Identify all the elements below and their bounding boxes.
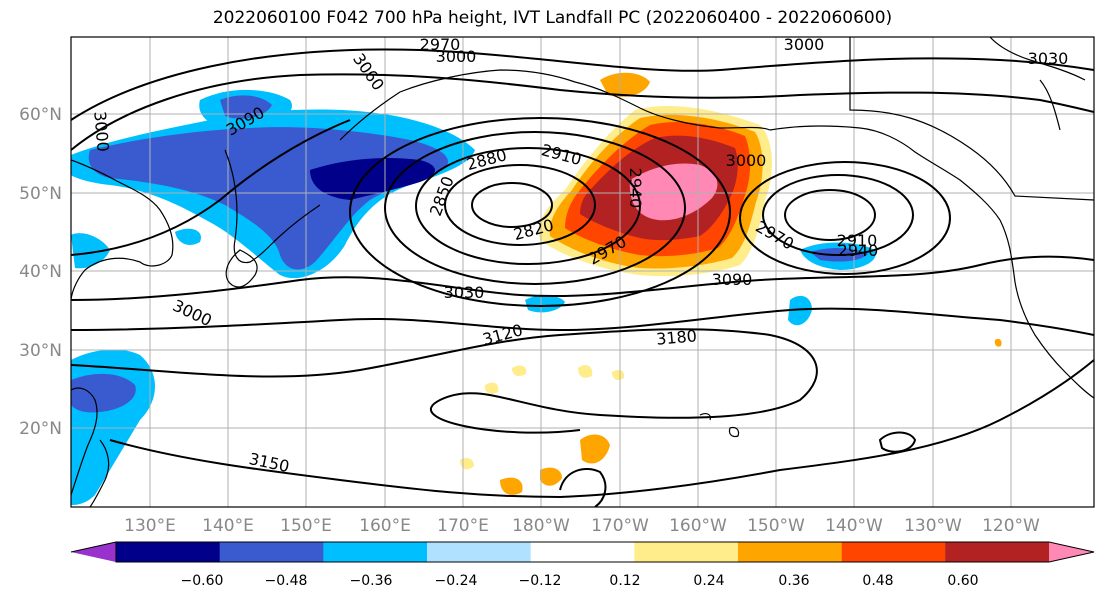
colorbar-segments xyxy=(71,542,1094,562)
lat-label-20n: 20°N xyxy=(19,419,62,439)
lat-label-30n: 30°N xyxy=(19,341,62,361)
colorbar-segment xyxy=(945,542,1050,562)
ivt-negative-shading xyxy=(71,89,876,505)
contour-label: 2970 xyxy=(420,35,461,54)
colorbar-segment xyxy=(116,542,221,562)
colorbar-outline xyxy=(70,541,1095,563)
height-contours xyxy=(71,48,1094,507)
colorbar-tick-label: −0.48 xyxy=(265,573,308,589)
map-gridlines xyxy=(71,37,1094,507)
contour-label: 3000 xyxy=(726,151,767,170)
lon-label-170e: 170°E xyxy=(437,516,489,536)
colorbar-segment xyxy=(841,542,946,562)
colorbar-segment xyxy=(219,542,324,562)
longitude-axis: 130°E 140°E 150°E 160°E 170°E 180°W 170°… xyxy=(124,516,1040,536)
contour-label: 2940 xyxy=(838,241,879,260)
colorbar-segment xyxy=(634,542,739,562)
colorbar-extend-low xyxy=(71,542,116,562)
map-frame xyxy=(70,36,1095,508)
latitude-axis: 60°N 50°N 40°N 30°N 20°N xyxy=(19,105,62,439)
lon-label-160e: 160°E xyxy=(359,516,411,536)
lon-label-140e: 140°E xyxy=(202,516,254,536)
figure-title: 2022060100 F042 700 hPa height, IVT Land… xyxy=(212,8,893,28)
colorbar-tick-label: −0.12 xyxy=(519,573,562,589)
colorbar-ticks: −0.60 −0.48 −0.36 −0.24 −0.12 0.12 0.24 … xyxy=(181,573,979,589)
colorbar-tick-label: −0.36 xyxy=(350,573,393,589)
lon-label-130w: 130°W xyxy=(904,516,962,536)
colorbar-tick-label: 0.60 xyxy=(947,573,978,589)
lat-label-50n: 50°N xyxy=(19,184,62,204)
contour-label: 3000 xyxy=(436,47,477,66)
colorbar-tick-label: 0.36 xyxy=(778,573,809,589)
colorbar-tick-label: 0.48 xyxy=(862,573,893,589)
lon-label-170w: 170°W xyxy=(591,516,649,536)
contour-label: 3090 xyxy=(712,270,753,289)
lat-label-60n: 60°N xyxy=(19,105,62,125)
contour-label: 3000 xyxy=(90,110,112,152)
lon-label-140w: 140°W xyxy=(825,516,883,536)
contour-labels: 2970 3000 3060 3090 3000 2880 2910 2940 … xyxy=(90,35,1069,476)
lon-label-180w: 180°W xyxy=(512,516,570,536)
lon-label-120w: 120°W xyxy=(982,516,1040,536)
lon-label-150w: 150°W xyxy=(747,516,805,536)
contour-label: 3180 xyxy=(655,326,697,348)
colorbar-segment xyxy=(530,542,635,562)
contour-label: 3030 xyxy=(444,283,485,302)
contour-label: 2910 xyxy=(837,231,878,250)
contour-label: 2940 xyxy=(626,168,645,209)
colorbar-segment xyxy=(738,542,843,562)
contour-label: 3030 xyxy=(1028,49,1069,68)
colorbar-tick-label: 0.12 xyxy=(609,573,640,589)
colorbar-extend-high xyxy=(1049,542,1094,562)
colorbar-segment xyxy=(323,542,428,562)
colorbar-segment xyxy=(427,542,532,562)
lon-label-130e: 130°E xyxy=(124,516,176,536)
colorbar-tick-label: 0.24 xyxy=(693,573,724,589)
colorbar-tick-label: −0.24 xyxy=(435,573,478,589)
colorbar: −0.60 −0.48 −0.36 −0.24 −0.12 0.12 0.24 … xyxy=(70,541,1095,589)
contour-label: 3000 xyxy=(784,35,825,54)
lat-label-40n: 40°N xyxy=(19,262,62,282)
colorbar-tick-label: −0.60 xyxy=(181,573,224,589)
lon-label-150e: 150°E xyxy=(280,516,332,536)
lon-label-160w: 160°W xyxy=(669,516,727,536)
